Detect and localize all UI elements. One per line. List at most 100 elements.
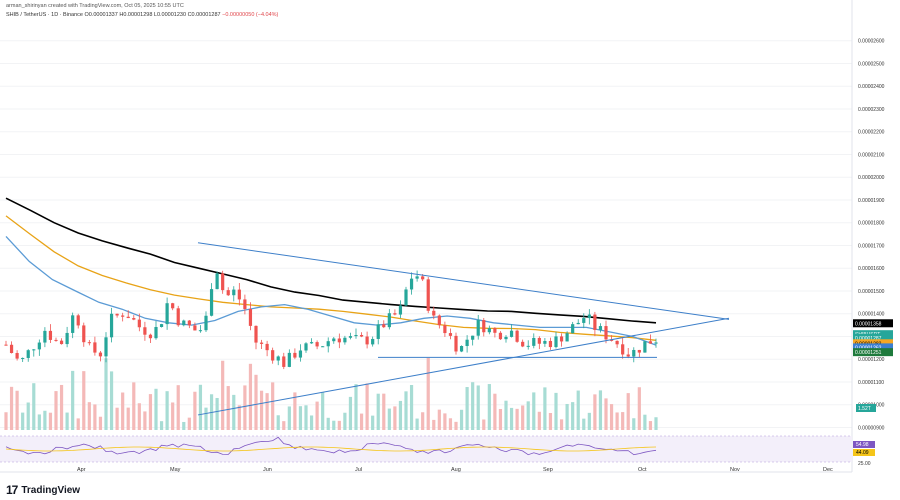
candle	[132, 318, 136, 320]
change-value: −0.00000050 (−4.04%)	[222, 12, 279, 18]
volume-bar	[448, 418, 453, 430]
candle	[165, 303, 169, 325]
candle	[398, 305, 403, 315]
price-label-box	[853, 343, 893, 352]
candle	[365, 336, 369, 345]
rsi-line	[5, 436, 657, 456]
candle	[648, 341, 653, 344]
candle	[276, 356, 280, 361]
volume-bar	[304, 405, 308, 430]
price-label-text: 0.00001287	[855, 336, 882, 342]
candle	[137, 319, 141, 328]
volume-bar	[365, 383, 369, 430]
volume-bar	[559, 419, 564, 430]
candle	[226, 290, 230, 296]
volume-bar	[15, 390, 19, 430]
volume-label-box	[856, 404, 876, 412]
volume-bar	[398, 400, 403, 430]
candle	[632, 349, 636, 357]
volume-bar	[532, 392, 536, 430]
candle	[271, 350, 275, 361]
volume-bar	[26, 402, 30, 430]
candle	[521, 341, 525, 347]
price-tick-label: 0.00001400	[858, 312, 885, 318]
candle	[576, 322, 580, 325]
volume-bar	[243, 385, 247, 430]
candle	[315, 342, 319, 347]
price-label-box	[853, 348, 893, 357]
volume-bar	[287, 406, 291, 430]
candle	[176, 308, 180, 326]
candle	[248, 308, 253, 326]
candle	[326, 341, 330, 347]
tradingview-logo[interactable]: 17 TradingView	[6, 483, 80, 497]
volume-bar	[376, 393, 380, 430]
volume-bar	[565, 403, 569, 430]
candle	[454, 335, 458, 352]
candle	[571, 324, 575, 334]
trendlines	[197, 242, 730, 416]
volume-bar	[432, 419, 436, 430]
rsi-label-box	[853, 441, 875, 448]
volume-bar	[265, 393, 269, 430]
candle	[221, 273, 225, 291]
volume-bar	[176, 385, 180, 430]
candle	[354, 335, 358, 337]
volume-bar	[382, 393, 386, 430]
candle	[126, 316, 130, 319]
price-tick-label: 0.00002500	[858, 61, 885, 67]
candle	[265, 343, 269, 351]
candle	[532, 337, 536, 346]
price-axis: 0.00002600 0.00002500 0.00002400 0.00002300…	[851, 0, 885, 472]
candle	[415, 276, 419, 279]
price-tick-label: 0.00002400	[858, 84, 885, 90]
candle	[526, 345, 530, 347]
candle	[348, 336, 353, 338]
candle	[148, 334, 153, 339]
candle	[32, 349, 36, 351]
candle	[626, 354, 630, 357]
symbol-label[interactable]: SHIB / TetherUS · 1D · Binance	[6, 12, 83, 18]
candle	[559, 336, 564, 342]
volume-bar	[393, 406, 397, 430]
month-label: Jun	[263, 467, 272, 473]
volume-bar	[137, 403, 141, 430]
candle	[87, 342, 91, 344]
candle	[615, 340, 619, 345]
volume-bar	[415, 418, 419, 430]
price-label-box	[853, 339, 893, 348]
candle	[548, 340, 553, 348]
price-label-box	[853, 319, 893, 328]
volume-bar	[59, 384, 64, 430]
candle	[504, 336, 508, 340]
volume-bar	[104, 358, 108, 430]
volume-bar	[543, 387, 547, 430]
volume-bar	[471, 382, 475, 430]
candle	[582, 318, 586, 323]
volume-bar	[593, 394, 597, 430]
volume-bar	[443, 413, 447, 430]
candle	[298, 350, 303, 358]
volume-bar	[237, 405, 241, 430]
month-label: Sep	[543, 467, 553, 473]
volume-bar	[4, 412, 8, 430]
volume-bar	[643, 414, 647, 430]
candle	[232, 289, 236, 296]
volume-bar	[582, 418, 586, 430]
volume-bar	[193, 391, 197, 430]
volume-bar	[271, 382, 275, 430]
close-value: C0.00001287	[187, 12, 221, 18]
candle	[26, 350, 30, 358]
rsi-ma-line	[5, 446, 657, 452]
volume-bar	[337, 420, 341, 430]
candle	[37, 342, 41, 350]
candle	[498, 332, 503, 340]
open-value: O0.00001337	[84, 12, 118, 18]
candle	[459, 346, 464, 352]
moving-averages	[5, 197, 657, 346]
volume-bar	[576, 390, 580, 430]
candle	[604, 326, 608, 340]
grid	[0, 40, 852, 428]
candle	[321, 346, 325, 348]
